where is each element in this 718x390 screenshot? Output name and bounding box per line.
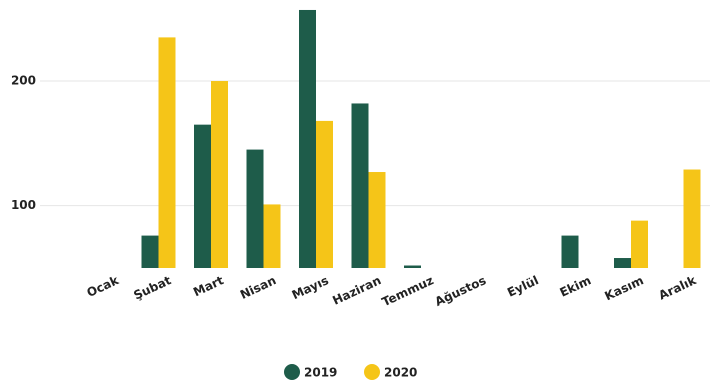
bar — [614, 258, 631, 268]
bar — [194, 124, 211, 269]
x-tick-label: Aralık — [657, 273, 700, 303]
legend-marker — [284, 364, 300, 380]
x-tick-label: Şubat — [131, 273, 173, 303]
x-tick-label: Ekim — [558, 273, 594, 300]
bar — [631, 220, 648, 268]
x-tick-label: Temmuz — [380, 273, 436, 309]
legend-marker — [364, 364, 380, 380]
bar — [246, 149, 264, 268]
bar — [683, 169, 701, 268]
y-tick-label: 100 — [11, 198, 36, 212]
legend-label: 2019 — [304, 366, 337, 380]
x-tick-label: Nisan — [238, 273, 278, 302]
bar — [211, 81, 228, 268]
x-tick-label: Mayıs — [290, 273, 331, 302]
bar — [141, 235, 159, 268]
bar — [368, 172, 386, 268]
x-tick-label: Haziran — [330, 273, 383, 308]
x-tick-label: Ağustos — [433, 273, 488, 309]
x-tick-label: Eylül — [505, 273, 541, 300]
bar — [263, 204, 281, 268]
bar — [158, 37, 176, 268]
legend-label: 2020 — [384, 366, 417, 380]
bar — [561, 235, 579, 268]
bar — [299, 9, 316, 268]
bar — [351, 103, 369, 268]
bar — [404, 265, 421, 268]
x-tick-label: Kasım — [603, 273, 646, 303]
bar — [316, 120, 333, 269]
y-tick-label: 200 — [11, 74, 36, 88]
x-tick-label: Mart — [191, 273, 226, 299]
x-tick-label: Ocak — [85, 273, 122, 300]
